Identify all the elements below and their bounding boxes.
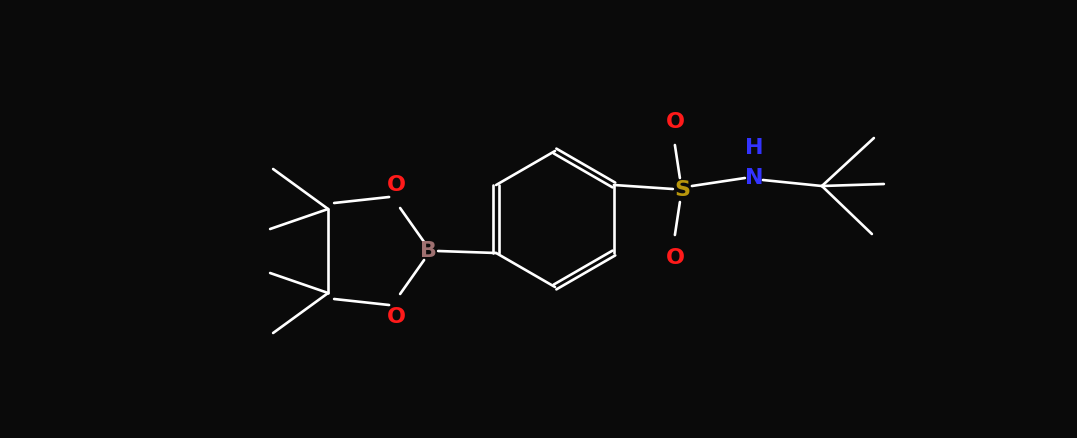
Text: O: O bbox=[666, 112, 684, 132]
Text: H: H bbox=[744, 138, 764, 158]
Text: B: B bbox=[420, 241, 436, 261]
Text: O: O bbox=[666, 248, 684, 268]
Text: S: S bbox=[674, 180, 690, 200]
Text: N: N bbox=[744, 168, 764, 188]
Text: O: O bbox=[387, 175, 406, 195]
Text: O: O bbox=[387, 307, 406, 327]
